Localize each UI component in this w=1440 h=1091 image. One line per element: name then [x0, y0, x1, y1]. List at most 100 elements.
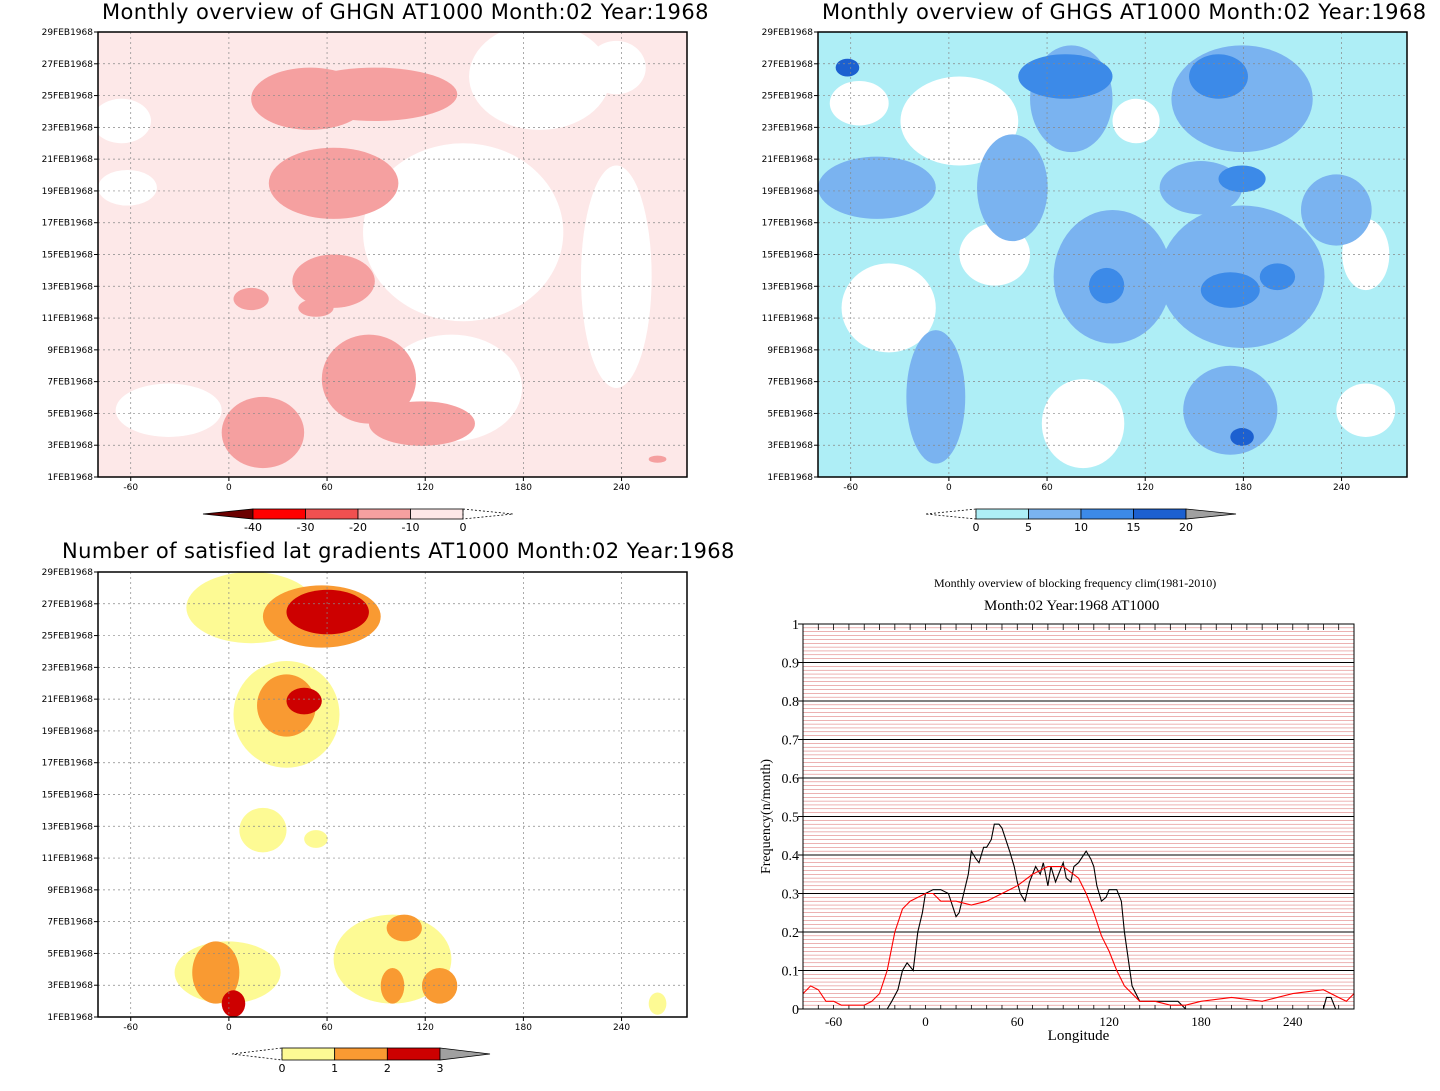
lat-region: [421, 968, 458, 1004]
ghgs-region: [1336, 383, 1396, 437]
ghgn-region: [292, 254, 375, 308]
ghgs-xtick-label: 240: [1333, 483, 1350, 493]
ghgn-xtick-label: -60: [123, 483, 138, 493]
ghgs-ytick-label: 13FEB1968: [762, 282, 814, 292]
freq-subtitle: Month:02 Year:1968 AT1000: [984, 598, 1160, 614]
ghgn-region: [115, 383, 222, 437]
ghgs-region: [1018, 54, 1113, 99]
ghgn-ytick-label: 19FEB1968: [42, 187, 94, 197]
lat-region: [304, 830, 328, 848]
ghgs-xtick-label: 60: [1041, 483, 1053, 493]
ghgs-ytick-label: 3FEB1968: [767, 441, 813, 451]
ghgn-xtick-label: 60: [321, 483, 333, 493]
ghgs-xtick-label: 0: [946, 483, 952, 493]
lat-ytick-label: 11FEB1968: [42, 854, 94, 864]
ghgs-ytick-label: 9FEB1968: [767, 346, 813, 356]
ghgn-ytick-label: 9FEB1968: [47, 346, 93, 356]
ghgs-region: [1041, 379, 1125, 469]
ghgn-title: Monthly overview of GHGN AT1000 Month:02…: [102, 0, 709, 24]
ghgs-region: [1230, 428, 1254, 446]
ghgn-cbar-label: -10: [402, 521, 420, 534]
ghgn-ytick-label: 15FEB1968: [42, 251, 94, 261]
ghgn-region: [292, 67, 458, 122]
lat-ytick-label: 3FEB1968: [47, 981, 93, 991]
ghgs-xtick-label: 180: [1235, 483, 1252, 493]
ghgn-cbar-right: [462, 508, 514, 520]
lat-region: [239, 807, 287, 853]
lat-cbar-label: 0: [279, 1062, 286, 1075]
freq-title: Monthly overview of blocking frequency c…: [934, 576, 1217, 590]
lat-cbar-label: 2: [384, 1062, 391, 1075]
lat-cbar-right: [439, 1047, 491, 1061]
ghgn-ytick-label: 27FEB1968: [42, 60, 94, 70]
ghgs-ytick-label: 29FEB1968: [762, 28, 814, 38]
ghgn-cbar-label: -40: [244, 521, 262, 534]
ghgn-xtick-label: 120: [417, 483, 434, 493]
freq-ytick-label: 0.3: [782, 888, 800, 903]
ghgn-ytick-label: 7FEB1968: [47, 378, 93, 388]
freq-ytick-label: 1: [792, 618, 799, 633]
ghgs-ytick-label: 7FEB1968: [767, 378, 813, 388]
ghgn-region: [268, 147, 399, 219]
freq-frame: [802, 623, 1355, 1010]
freq-ytick-label: 0.6: [782, 772, 800, 787]
ghgn-region: [580, 165, 652, 388]
ghgs-region: [906, 330, 966, 464]
ghgn-ytick-label: 11FEB1968: [42, 314, 94, 324]
ghgs-cbar-label: 15: [1127, 521, 1141, 534]
ghgn-ytick-label: 23FEB1968: [42, 123, 94, 133]
ghgs-cbar-label: 10: [1074, 521, 1088, 534]
ghgs-ytick-label: 25FEB1968: [762, 92, 814, 102]
ghgs-field: [818, 32, 1407, 477]
lat-region: [380, 968, 405, 1004]
ghgs-region: [1259, 263, 1296, 291]
ghgn-region: [469, 32, 611, 130]
ghgn-ytick-label: 1FEB1968: [47, 473, 93, 483]
lat-region: [192, 941, 240, 1004]
ghgn-cbar-label: -20: [349, 521, 367, 534]
freq-xlabel: Longitude: [1048, 1028, 1110, 1044]
ghgs-region: [1183, 365, 1278, 455]
freq-ytick-label: 0.9: [782, 657, 800, 672]
ghgs-region: [1300, 174, 1372, 246]
ghgs-region: [1088, 267, 1125, 304]
freq-xtick-label: 60: [1011, 1014, 1024, 1029]
ghgn-region: [98, 98, 152, 144]
lat-frame: [97, 571, 688, 1018]
ghgs-region: [835, 58, 860, 77]
lat-ytick-label: 27FEB1968: [42, 600, 94, 610]
ghgn-ytick-label: 13FEB1968: [42, 282, 94, 292]
ghgn-region: [298, 299, 334, 317]
ghgn-region: [221, 396, 305, 469]
ghgs-region: [1112, 98, 1160, 144]
ghgs-region: [1200, 272, 1260, 308]
lat-ytick-label: 7FEB1968: [47, 918, 93, 928]
ghgs-cbar-right: [1185, 508, 1237, 520]
ghgs-ytick-label: 11FEB1968: [762, 314, 814, 324]
ghgs-ytick-label: 1FEB1968: [767, 473, 813, 483]
lat-title: Number of satisfied lat gradients AT1000…: [62, 539, 735, 563]
ghgn-ytick-label: 5FEB1968: [47, 409, 93, 419]
ghgs-ytick-label: 15FEB1968: [762, 251, 814, 261]
ghgn-ytick-label: 29FEB1968: [42, 28, 94, 38]
lat-field: [174, 572, 667, 1017]
freq-xtick-label: -60: [825, 1014, 842, 1029]
freq-xtick-label: 0: [922, 1014, 929, 1029]
ghgs-cbar-label: 5: [1025, 521, 1032, 534]
lat-xtick-label: -60: [123, 1023, 138, 1033]
lat-ytick-label: 15FEB1968: [42, 791, 94, 801]
ghgn-xtick-label: 0: [226, 483, 232, 493]
ghgn-ytick-label: 3FEB1968: [47, 441, 93, 451]
lat-ytick-label: 17FEB1968: [42, 759, 94, 769]
ghgs-region: [829, 80, 889, 126]
freq-ytick-label: 0.7: [782, 734, 800, 749]
ghgs-ytick-label: 5FEB1968: [767, 409, 813, 419]
ghgs-ytick-label: 27FEB1968: [762, 60, 814, 70]
lat-region: [286, 589, 369, 635]
ghgs-ytick-label: 23FEB1968: [762, 123, 814, 133]
ghgn-frame: [97, 31, 688, 478]
lat-xtick-label: 180: [515, 1023, 532, 1033]
